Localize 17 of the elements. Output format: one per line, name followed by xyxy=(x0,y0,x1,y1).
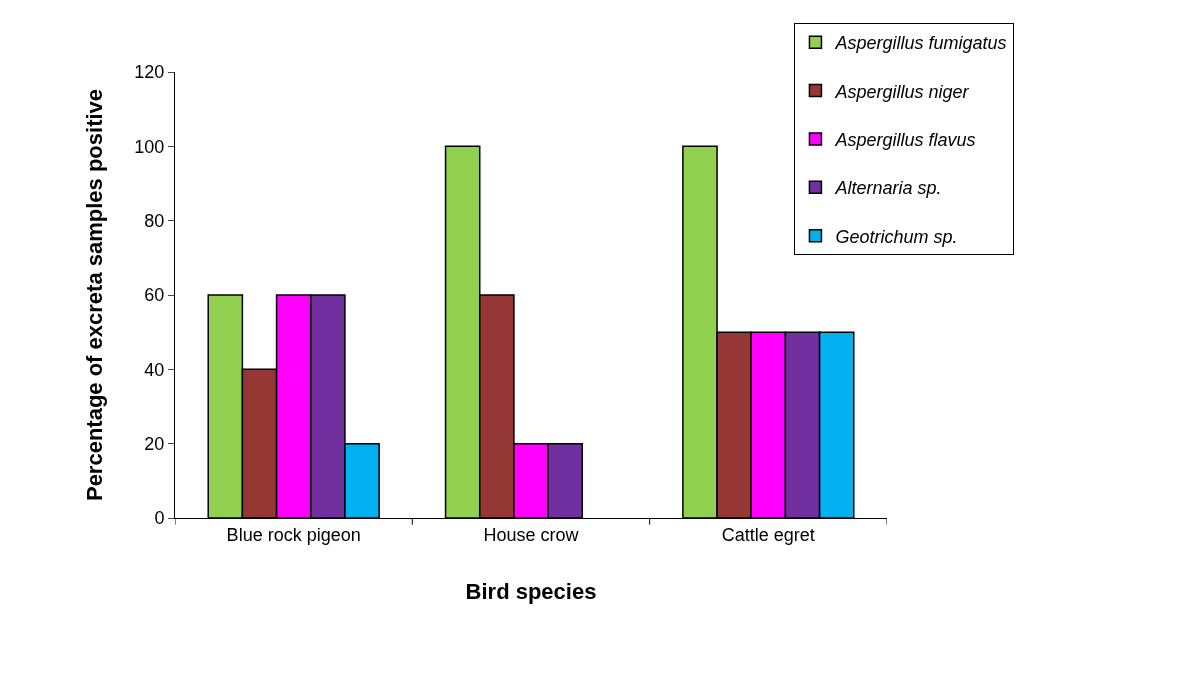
legend-label: Alternaria sp. xyxy=(834,178,942,199)
y-tick-label: 0 xyxy=(154,508,165,529)
x-axis-title: Bird species xyxy=(465,579,597,605)
legend-label: Aspergillus flavus xyxy=(834,129,976,150)
y-tick-label: 80 xyxy=(144,210,165,231)
legend-label: Aspergillus niger xyxy=(834,81,970,102)
y-axis-title: Percentage of excreta samples positive xyxy=(82,88,108,502)
y-tick-label: 60 xyxy=(144,285,165,306)
legend-label: Geotrichum sp. xyxy=(835,226,958,247)
y-tick-label: 40 xyxy=(144,359,165,380)
y-tick-label: 120 xyxy=(134,62,165,83)
x-tick-label: Blue rock pigeon xyxy=(226,524,361,545)
y-tick-label: 20 xyxy=(144,433,165,454)
y-tick-label: 100 xyxy=(134,136,165,157)
x-tick-label: House crow xyxy=(483,524,580,545)
legend-label: Aspergillus fumigatus xyxy=(834,33,1007,54)
x-tick-label: Cattle egret xyxy=(721,524,815,545)
